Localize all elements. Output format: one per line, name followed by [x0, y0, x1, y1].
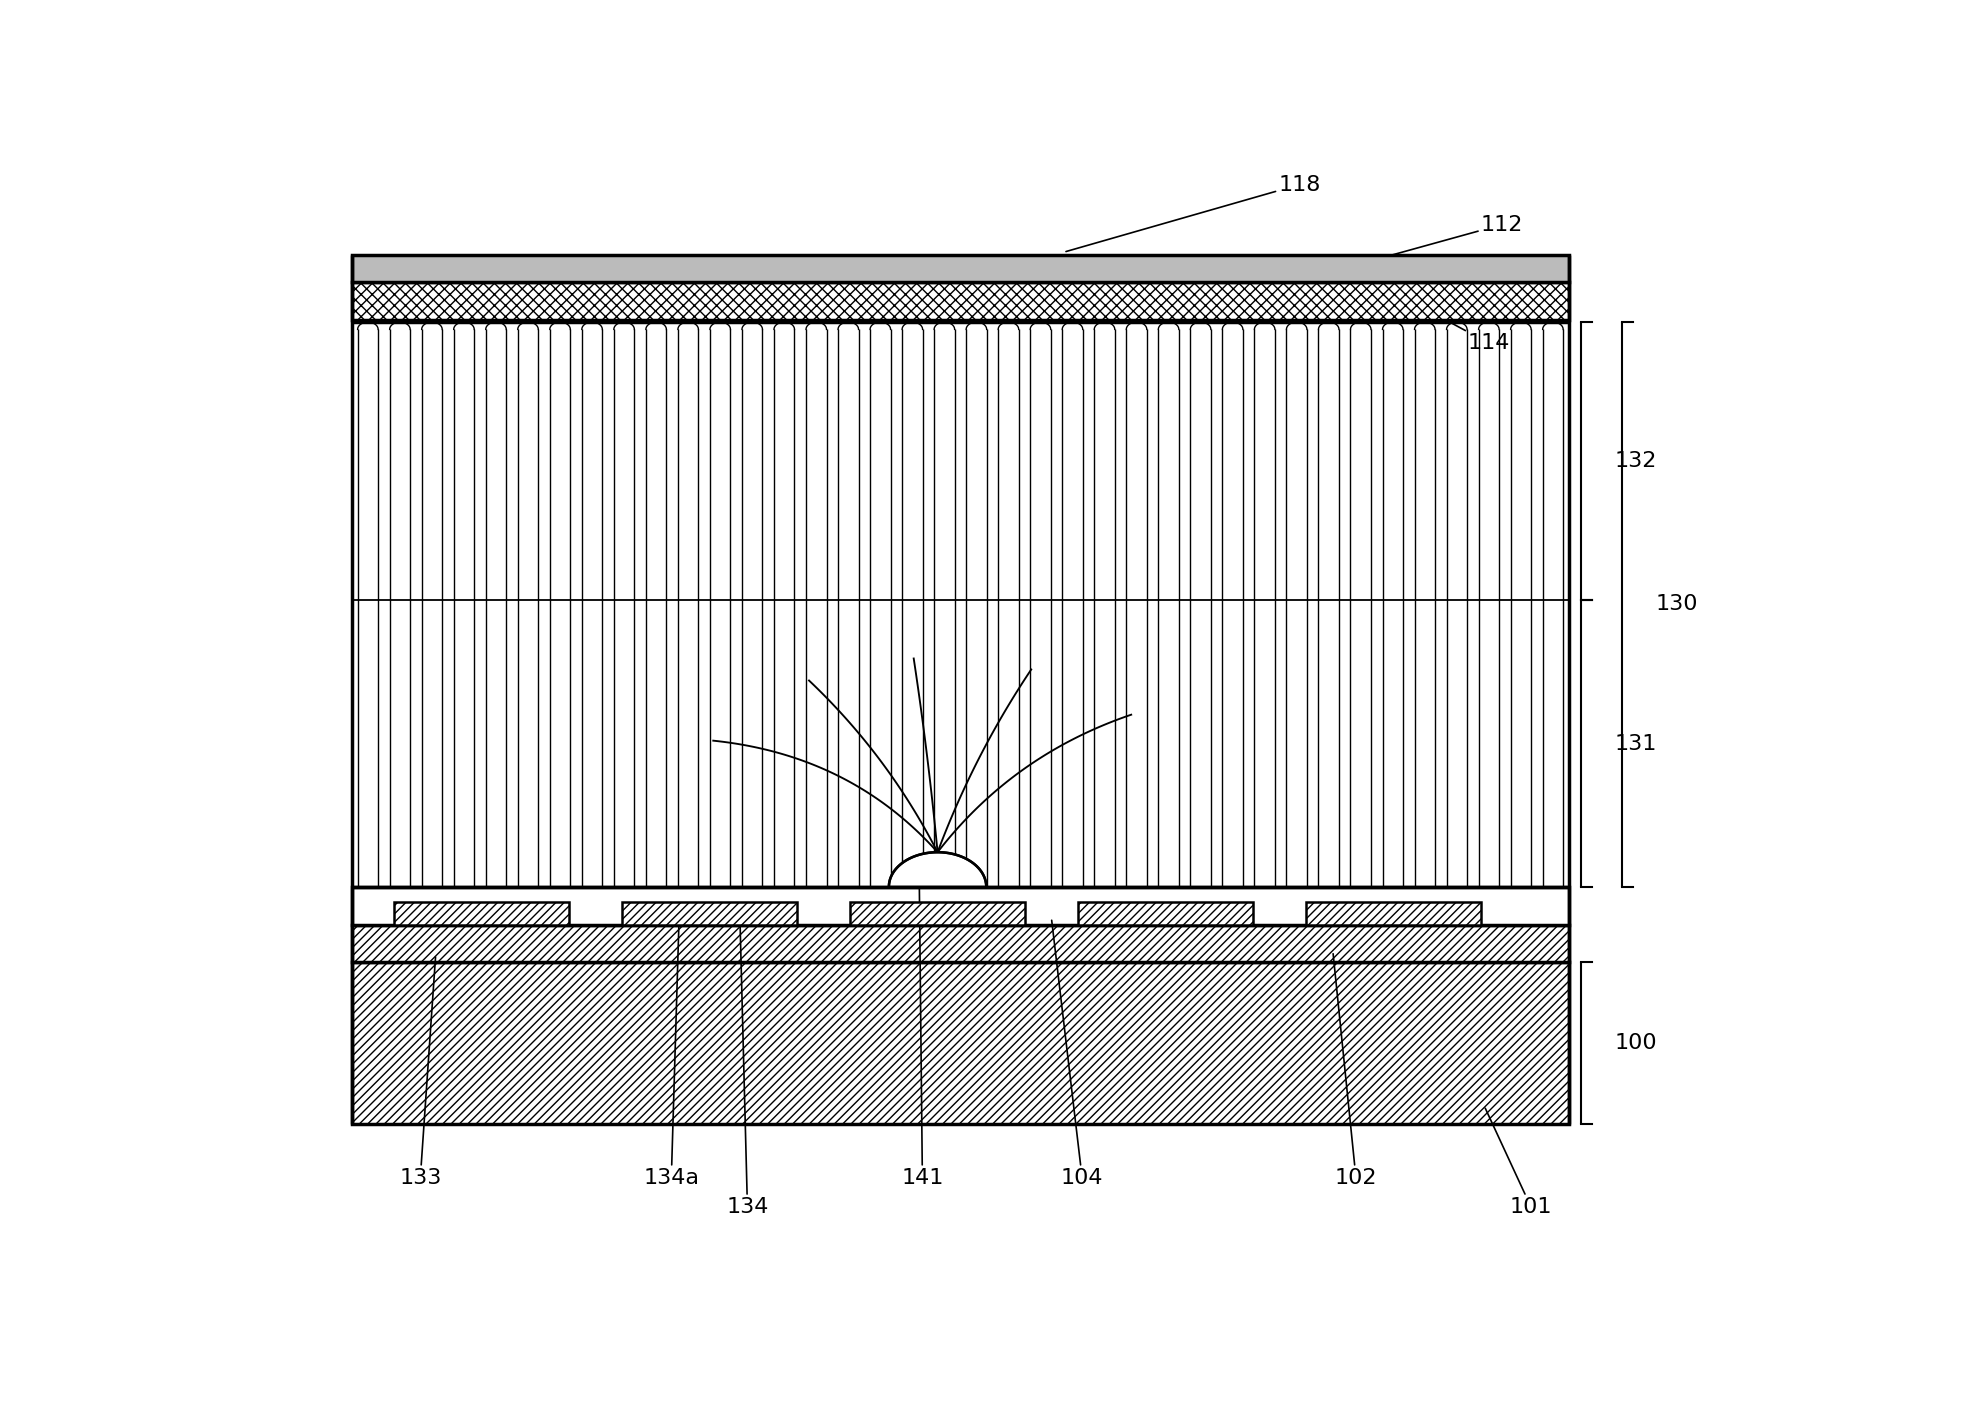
- Text: 134: 134: [726, 913, 769, 1216]
- Text: 130: 130: [1655, 595, 1698, 615]
- Bar: [850, 902, 1025, 925]
- Text: 133: 133: [398, 957, 442, 1188]
- Text: 100: 100: [1614, 1034, 1657, 1054]
- Bar: [1078, 902, 1252, 925]
- Text: 132: 132: [1614, 452, 1657, 471]
- Bar: [351, 962, 1568, 1124]
- Bar: [351, 925, 1568, 962]
- Bar: [351, 282, 1568, 320]
- Text: 101: 101: [1486, 1108, 1553, 1216]
- Text: 131: 131: [1614, 734, 1657, 753]
- Polygon shape: [889, 852, 985, 887]
- Text: 102: 102: [1333, 954, 1378, 1188]
- Bar: [351, 887, 1568, 925]
- Text: 114: 114: [1409, 300, 1510, 354]
- Text: 118: 118: [1066, 174, 1321, 251]
- Text: 134a: 134a: [644, 922, 699, 1188]
- Bar: [1307, 902, 1482, 925]
- Bar: [351, 255, 1568, 282]
- Bar: [351, 321, 1568, 887]
- Text: 141: 141: [901, 885, 944, 1188]
- Text: 104: 104: [1052, 920, 1103, 1188]
- Text: 112: 112: [1345, 215, 1523, 268]
- Bar: [622, 902, 797, 925]
- Bar: [395, 902, 569, 925]
